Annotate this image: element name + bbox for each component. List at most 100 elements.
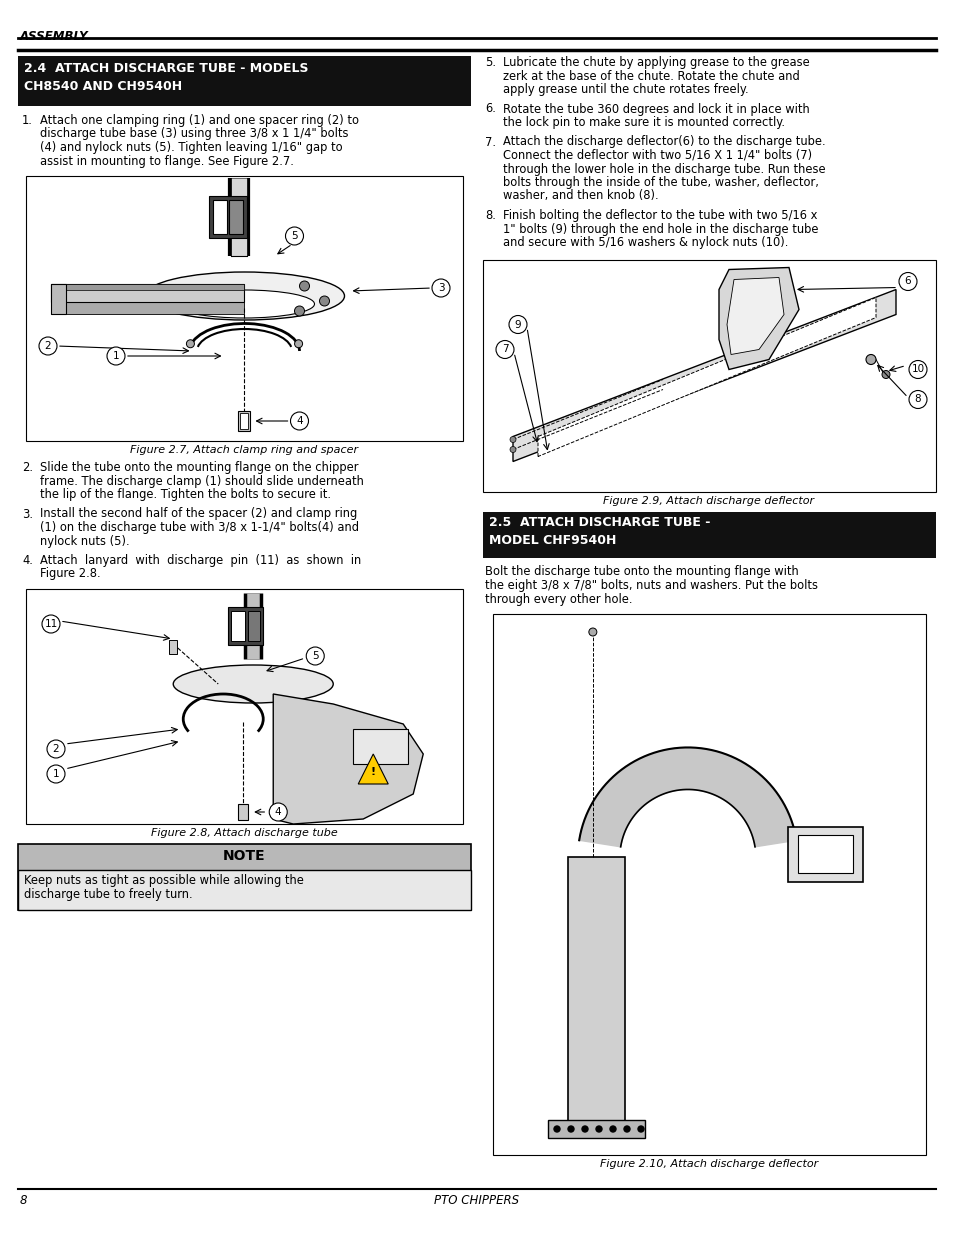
Text: 2: 2 xyxy=(52,743,59,755)
Circle shape xyxy=(294,306,304,316)
Circle shape xyxy=(306,647,324,664)
Text: Figure 2.10, Attach discharge deflector: Figure 2.10, Attach discharge deflector xyxy=(599,1158,818,1170)
Text: 1: 1 xyxy=(112,351,119,361)
Text: NOTE: NOTE xyxy=(222,848,265,863)
Text: ASSEMBLY: ASSEMBLY xyxy=(20,30,89,43)
Ellipse shape xyxy=(173,664,333,703)
Text: 1.: 1. xyxy=(22,114,32,127)
Text: washer, and then knob (8).: washer, and then knob (8). xyxy=(502,189,658,203)
Text: the lock pin to make sure it is mounted correctly.: the lock pin to make sure it is mounted … xyxy=(502,116,784,128)
Text: 2: 2 xyxy=(45,341,51,351)
Circle shape xyxy=(299,282,309,291)
Circle shape xyxy=(294,340,302,348)
Circle shape xyxy=(186,340,194,348)
Text: (4) and nylock nuts (5). Tighten leaving 1/16" gap to: (4) and nylock nuts (5). Tighten leaving… xyxy=(40,141,342,154)
Ellipse shape xyxy=(144,272,344,320)
Circle shape xyxy=(908,361,926,378)
Circle shape xyxy=(510,447,516,452)
Text: 5: 5 xyxy=(291,231,297,241)
Bar xyxy=(230,200,243,233)
Text: apply grease until the chute rotates freely.: apply grease until the chute rotates fre… xyxy=(502,83,748,96)
Polygon shape xyxy=(537,298,875,457)
Circle shape xyxy=(898,273,916,290)
Text: through the lower hole in the discharge tube. Run these: through the lower hole in the discharge … xyxy=(502,163,824,175)
Text: Figure 2.8.: Figure 2.8. xyxy=(40,568,100,580)
Text: Connect the deflector with two 5/16 X 1 1/4" bolts (7): Connect the deflector with two 5/16 X 1 … xyxy=(502,149,811,162)
Circle shape xyxy=(107,347,125,366)
Bar xyxy=(240,412,248,429)
Bar xyxy=(797,835,852,873)
Text: nylock nuts (5).: nylock nuts (5). xyxy=(40,535,130,547)
Bar xyxy=(18,844,471,910)
Bar xyxy=(238,804,248,820)
Text: Attach one clamping ring (1) and one spacer ring (2) to: Attach one clamping ring (1) and one spa… xyxy=(40,114,358,127)
Circle shape xyxy=(510,436,516,442)
Text: and secure with 5/16 washers & nylock nuts (10).: and secure with 5/16 washers & nylock nu… xyxy=(502,236,787,249)
Text: (1) on the discharge tube with 3/8 x 1-1/4" bolts(4) and: (1) on the discharge tube with 3/8 x 1-1… xyxy=(40,521,358,534)
Bar xyxy=(353,729,408,764)
Bar xyxy=(482,259,935,492)
Circle shape xyxy=(291,412,308,430)
Text: 6.: 6. xyxy=(484,103,496,116)
Text: Slide the tube onto the mounting flange on the chipper: Slide the tube onto the mounting flange … xyxy=(40,461,358,474)
Polygon shape xyxy=(719,268,799,369)
Text: PTO CHIPPERS: PTO CHIPPERS xyxy=(434,1194,519,1207)
Text: Attach  lanyard  with  discharge  pin  (11)  as  shown  in: Attach lanyard with discharge pin (11) a… xyxy=(40,555,361,567)
Text: 5: 5 xyxy=(312,651,318,661)
Bar xyxy=(482,511,935,557)
Text: CH8540 AND CH9540H: CH8540 AND CH9540H xyxy=(24,80,182,93)
Text: zerk at the base of the chute. Rotate the chute and: zerk at the base of the chute. Rotate th… xyxy=(502,69,799,83)
Text: the lip of the flange. Tighten the bolts to secure it.: the lip of the flange. Tighten the bolts… xyxy=(40,488,331,501)
Text: 9: 9 xyxy=(515,320,520,330)
Circle shape xyxy=(908,390,926,409)
Bar xyxy=(51,284,66,314)
Circle shape xyxy=(42,615,60,634)
Bar xyxy=(169,640,177,655)
Bar xyxy=(547,1120,644,1137)
Text: 8: 8 xyxy=(20,1194,28,1207)
Circle shape xyxy=(623,1126,629,1132)
Bar xyxy=(238,411,251,431)
Circle shape xyxy=(269,803,287,821)
Circle shape xyxy=(609,1126,616,1132)
Text: Finish bolting the deflector to the tube with two 5/16 x: Finish bolting the deflector to the tube… xyxy=(502,209,817,222)
Circle shape xyxy=(319,296,329,306)
Circle shape xyxy=(39,337,57,354)
Bar xyxy=(228,606,263,645)
Text: 3: 3 xyxy=(437,283,444,293)
Circle shape xyxy=(882,370,889,378)
Bar xyxy=(51,303,244,314)
Text: assist in mounting to flange. See Figure 2.7.: assist in mounting to flange. See Figure… xyxy=(40,154,294,168)
Text: Attach the discharge deflector(6) to the discharge tube.: Attach the discharge deflector(6) to the… xyxy=(502,136,824,148)
Circle shape xyxy=(47,764,65,783)
Bar xyxy=(231,611,245,641)
Circle shape xyxy=(496,341,514,358)
Circle shape xyxy=(581,1126,587,1132)
Text: 3.: 3. xyxy=(22,508,33,520)
Text: 6: 6 xyxy=(903,277,910,287)
Text: Figure 2.7, Attach clamp ring and spacer: Figure 2.7, Attach clamp ring and spacer xyxy=(130,445,357,454)
Text: 7.: 7. xyxy=(484,136,496,148)
Circle shape xyxy=(509,315,526,333)
Text: 8.: 8. xyxy=(484,209,496,222)
Text: 5.: 5. xyxy=(484,56,496,69)
Bar xyxy=(213,200,227,233)
Circle shape xyxy=(596,1126,601,1132)
Polygon shape xyxy=(358,755,388,784)
Bar xyxy=(18,869,471,910)
Bar xyxy=(18,56,471,106)
Circle shape xyxy=(588,629,597,636)
Text: 4: 4 xyxy=(295,416,302,426)
Text: 7: 7 xyxy=(501,345,508,354)
Polygon shape xyxy=(578,747,796,847)
Text: 1" bolts (9) through the end hole in the discharge tube: 1" bolts (9) through the end hole in the… xyxy=(502,222,818,236)
Text: Bolt the discharge tube onto the mounting flange with: Bolt the discharge tube onto the mountin… xyxy=(484,566,798,578)
Circle shape xyxy=(865,354,875,364)
Text: Lubricate the chute by applying grease to the grease: Lubricate the chute by applying grease t… xyxy=(502,56,809,69)
Bar xyxy=(51,284,244,290)
Bar xyxy=(787,827,862,883)
Bar xyxy=(248,611,260,641)
Circle shape xyxy=(567,1126,574,1132)
Text: 4: 4 xyxy=(274,806,281,818)
Bar xyxy=(493,614,925,1155)
